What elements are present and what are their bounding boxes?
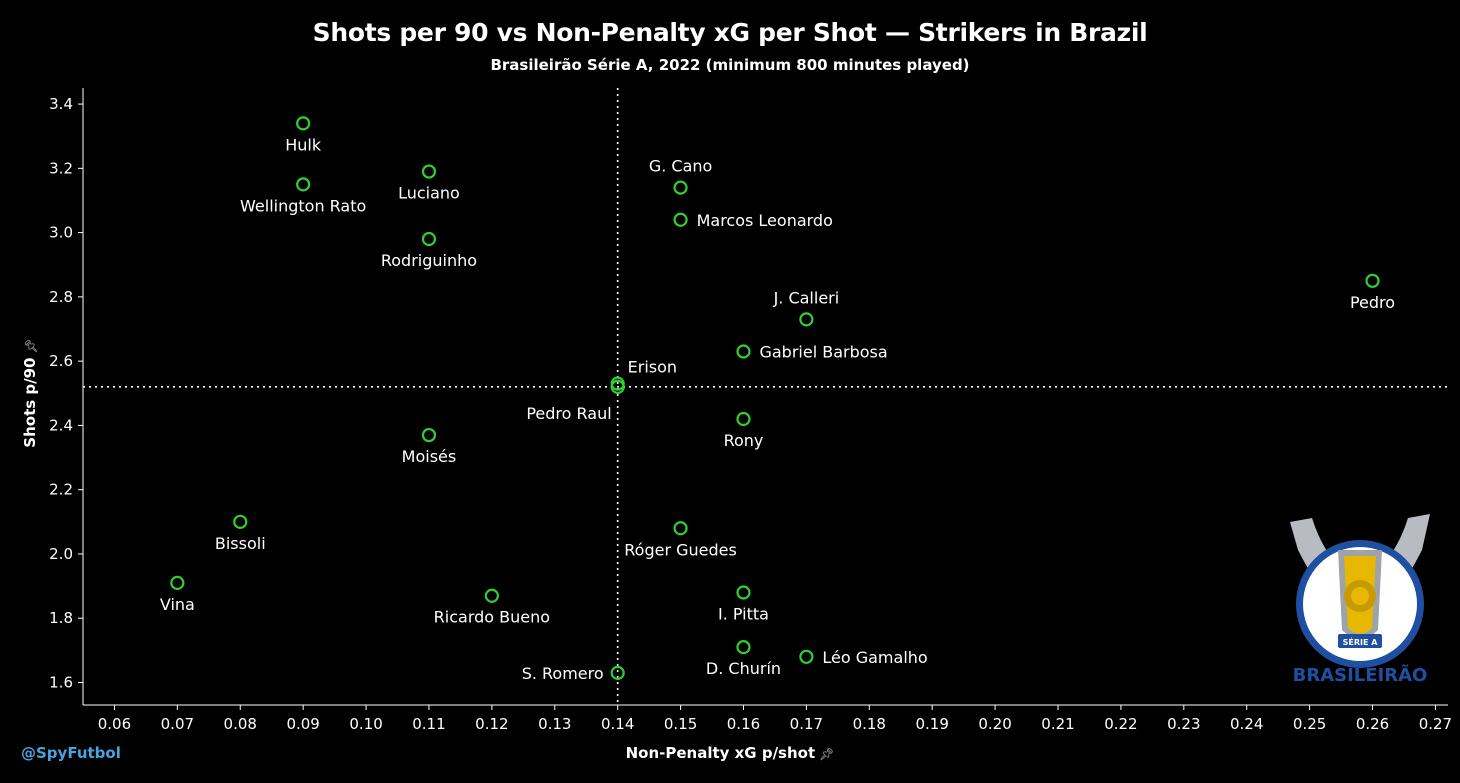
data-label: G. Cano xyxy=(649,157,712,176)
y-axis-label-text: Shots p/90 xyxy=(21,357,39,448)
data-point xyxy=(736,640,751,655)
data-label: Pedro Raul xyxy=(526,404,611,423)
data-label: Gabriel Barbosa xyxy=(759,343,887,362)
data-point xyxy=(610,665,625,680)
data-point xyxy=(736,585,751,600)
x-tick-label: 0.08 xyxy=(224,715,257,733)
y-tick-label: 1.6 xyxy=(49,674,73,692)
x-tick-label: 0.24 xyxy=(1230,715,1263,733)
data-point xyxy=(610,379,625,394)
x-tick-label: 0.10 xyxy=(349,715,382,733)
y-tick-label: 3.0 xyxy=(49,224,73,242)
y-tick-label: 1.8 xyxy=(49,609,73,627)
brasileirao-logo: SÉRIE A BRASILEIRÃO xyxy=(1290,514,1430,685)
x-tick-label: 0.07 xyxy=(161,715,194,733)
data-point xyxy=(799,649,814,664)
data-point xyxy=(170,575,185,590)
data-label: J. Calleri xyxy=(773,288,840,307)
data-label: Rony xyxy=(724,431,764,450)
pin-icon: 📌︎ xyxy=(24,338,38,354)
data-label: Léo Gamalho xyxy=(822,648,927,667)
x-tick-label: 0.21 xyxy=(1041,715,1074,733)
data-point xyxy=(421,231,437,247)
data-label: I. Pitta xyxy=(718,605,769,624)
data-point xyxy=(673,521,688,536)
x-tick-label: 0.27 xyxy=(1419,715,1452,733)
data-label: Moisés xyxy=(402,447,457,466)
data-point xyxy=(296,177,311,192)
data-label: Hulk xyxy=(285,135,322,154)
y-axis-label: Shots p/90 📌︎ xyxy=(21,338,39,447)
data-point xyxy=(296,116,311,131)
data-label: Luciano xyxy=(398,184,460,203)
chart-title: Shots per 90 vs Non-Penalty xG per Shot … xyxy=(312,18,1148,47)
pin-icon: 📌︎ xyxy=(819,747,835,761)
y-tick-label: 2.0 xyxy=(49,545,73,563)
x-tick-label: 0.11 xyxy=(412,715,445,733)
data-point xyxy=(421,427,437,443)
data-label: S. Romero xyxy=(522,664,604,683)
y-tick-label: 2.2 xyxy=(49,481,73,499)
x-tick-label: 0.16 xyxy=(727,715,760,733)
x-tick-label: 0.25 xyxy=(1293,715,1326,733)
data-point xyxy=(233,514,248,529)
x-tick-label: 0.26 xyxy=(1356,715,1389,733)
data-label: Marcos Leonardo xyxy=(697,211,833,230)
data-point xyxy=(484,588,499,603)
data-label: Rodriguinho xyxy=(381,251,477,270)
chart-subtitle: Brasileirão Série A, 2022 (minimum 800 m… xyxy=(490,56,970,74)
x-tick-label: 0.14 xyxy=(601,715,634,733)
data-label: Vina xyxy=(160,595,195,614)
x-tick-label: 0.23 xyxy=(1167,715,1200,733)
data-point xyxy=(673,180,688,195)
credit-handle: @SpyFutbol xyxy=(21,744,121,762)
x-tick-label: 0.06 xyxy=(98,715,131,733)
x-axis-label-text: Non-Penalty xG p/shot xyxy=(625,744,816,762)
data-point xyxy=(421,164,437,179)
data-label: Bissoli xyxy=(215,534,266,553)
x-tick-label: 0.12 xyxy=(475,715,508,733)
logo-band-text: SÉRIE A xyxy=(1343,636,1379,647)
x-tick-label: 0.18 xyxy=(853,715,886,733)
x-tick-label: 0.17 xyxy=(790,715,823,733)
data-point xyxy=(736,411,751,427)
x-tick-label: 0.13 xyxy=(538,715,571,733)
y-tick-label: 3.2 xyxy=(49,159,73,177)
y-tick-label: 2.4 xyxy=(49,416,73,434)
y-tick-label: 2.8 xyxy=(49,288,73,306)
data-label: Ricardo Bueno xyxy=(434,608,550,627)
data-point xyxy=(799,312,814,327)
x-tick-label: 0.09 xyxy=(286,715,319,733)
data-point xyxy=(1365,273,1380,288)
data-label: Wellington Rato xyxy=(240,196,366,215)
y-tick-label: 3.4 xyxy=(49,95,73,113)
data-point xyxy=(673,212,688,227)
x-axis-label: Non-Penalty xG p/shot 📌︎ xyxy=(0,744,1460,762)
x-tick-label: 0.15 xyxy=(664,715,697,733)
data-label: D. Churín xyxy=(706,659,781,678)
data-label: Erison xyxy=(628,358,677,377)
data-label: Róger Guedes xyxy=(624,540,737,559)
data-point xyxy=(736,344,751,359)
x-tick-label: 0.20 xyxy=(978,715,1011,733)
x-tick-label: 0.22 xyxy=(1104,715,1137,733)
data-label: Pedro xyxy=(1350,293,1395,312)
x-tick-label: 0.19 xyxy=(915,715,948,733)
logo-wordmark: BRASILEIRÃO xyxy=(1293,663,1428,685)
y-tick-label: 2.6 xyxy=(49,352,73,370)
